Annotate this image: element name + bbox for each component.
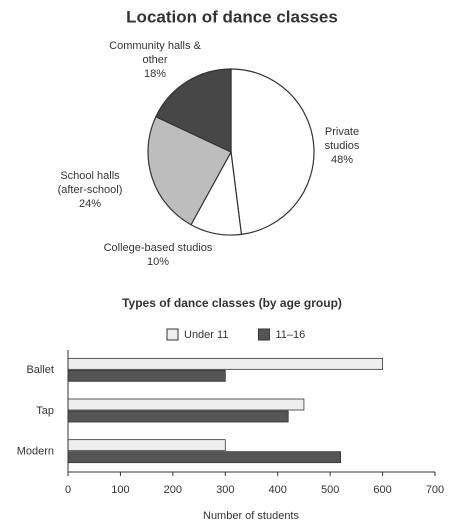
y-tick-label: Tap xyxy=(36,405,54,417)
slice-value: 48% xyxy=(330,154,354,166)
x-tick-label: 100 xyxy=(111,484,129,496)
x-tick-label: 500 xyxy=(321,484,339,496)
x-tick-label: 600 xyxy=(373,484,391,496)
x-tick-label: 700 xyxy=(426,484,444,496)
x-tick-label: 400 xyxy=(269,484,287,496)
y-tick-label: Ballet xyxy=(26,364,54,376)
slice-category: Community halls & other xyxy=(109,40,201,66)
slice-label: Community halls & other 18% xyxy=(108,39,203,81)
legend-label: 11–16 xyxy=(275,329,305,341)
x-tick-label: 300 xyxy=(216,484,234,496)
slice-label: School halls (after-school) 24% xyxy=(45,169,135,211)
bar xyxy=(67,410,289,423)
x-tick-label: 200 xyxy=(164,484,182,496)
bar-title: Types of dance classes (by age group) xyxy=(122,296,342,310)
pie-slice xyxy=(155,68,232,153)
bar xyxy=(67,439,226,452)
slice-category: School halls (after-school) xyxy=(57,170,123,196)
slice-label: College-based studios 10% xyxy=(88,241,228,269)
slice-value: 10% xyxy=(146,256,170,268)
legend-swatch xyxy=(257,328,270,341)
slice-value: 18% xyxy=(143,68,167,80)
slice-value: 24% xyxy=(78,198,102,210)
bar xyxy=(67,369,226,382)
x-axis-label: Number of students xyxy=(203,510,299,522)
bar xyxy=(67,451,342,464)
slice-category: College-based studios xyxy=(103,242,213,254)
x-tick-label: 0 xyxy=(65,484,71,496)
pie-title: Location of dance classes xyxy=(126,7,338,26)
slice-label: Private studios 48% xyxy=(307,125,377,167)
bar xyxy=(67,357,383,370)
legend-swatch xyxy=(166,328,179,341)
legend-label: Under 11 xyxy=(184,329,228,341)
slice-category: Private studios xyxy=(324,126,360,152)
bar xyxy=(67,398,305,411)
y-tick-label: Modern xyxy=(17,446,54,458)
pie-slice xyxy=(147,115,232,226)
pie-slice xyxy=(230,68,315,236)
